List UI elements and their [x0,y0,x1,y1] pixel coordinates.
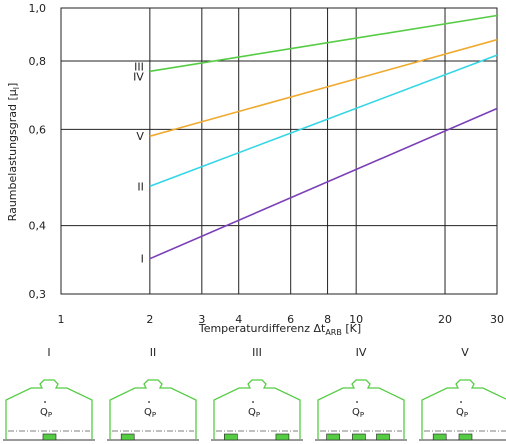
room-label: V [461,346,469,359]
room-diagrams: I QP II QP III QP IV QP V QP [3,346,506,441]
room-label: III [252,346,262,359]
dot-symbol [252,401,254,403]
series-label-III: III [134,61,144,74]
y-tick-label: 0,6 [29,123,47,136]
heat-source [352,433,366,441]
heat-source [376,433,390,441]
y-tick-label: 1,0 [29,2,47,15]
dot-symbol [148,401,150,403]
dot-symbol [460,401,462,403]
room-III: III QP [211,346,303,441]
y-tick-label: 0,4 [29,220,47,233]
heat-load-symbol: QP [456,407,468,419]
heat-source [224,433,238,441]
room-V: V QP [419,346,506,441]
x-tick-label: 3 [198,313,205,326]
heat-source [432,433,447,441]
dot-symbol [356,401,358,403]
series-line-II [149,54,498,188]
room-label: I [47,346,50,359]
room-outline [421,379,506,439]
x-tick-label: 8 [324,313,331,326]
x-tick-label: 10 [349,313,363,326]
tick-labels: 1 2 3 4 6 8 10 20 30 0,3 0,4 0,6 0,8 1,0 [29,2,505,326]
room-outline [109,379,197,439]
x-tick-label: 1 [58,313,65,326]
plot-frame [60,7,498,295]
room-I: I QP [3,346,95,441]
x-tick-label: 20 [438,313,452,326]
heat-load-symbol: QP [144,407,156,419]
room-outline [5,379,93,439]
x-tick-label: 6 [287,313,294,326]
room-II: II QP [107,346,199,441]
room-outline [317,379,405,439]
y-tick-label: 0,8 [29,55,47,68]
x-axis-title: Temperaturdifferenz ΔtARB [K] [198,322,361,337]
room-label: II [150,346,157,359]
room-IV: IV QP [315,346,407,441]
series-line-I [149,107,498,260]
series-label-V: V [136,130,144,143]
series-line-IV [149,14,498,73]
room-label: IV [356,346,367,359]
x-tick-label: 2 [146,313,153,326]
y-axis-title: Raumbelastungsgrad [μl] [6,83,21,222]
heat-load-symbol: QP [352,407,364,419]
heat-source [458,433,473,441]
heat-source [120,433,135,441]
x-tick-label: 4 [235,313,242,326]
room-outline [213,379,301,439]
grid [61,8,497,294]
heat-source [275,433,290,441]
x-tick-label: 30 [490,313,504,326]
series-label-IV: IV [133,70,144,83]
series-label-II: II [137,180,144,193]
y-tick-label: 0,3 [29,288,47,301]
heat-load-symbol: QP [248,407,260,419]
dot-symbol [44,401,46,403]
heat-source [326,433,340,441]
heat-load-symbol: QP [40,407,52,419]
series-label-I: I [141,253,144,266]
heat-source [42,433,57,441]
series-line-V [149,38,498,137]
series-lines [149,14,498,260]
